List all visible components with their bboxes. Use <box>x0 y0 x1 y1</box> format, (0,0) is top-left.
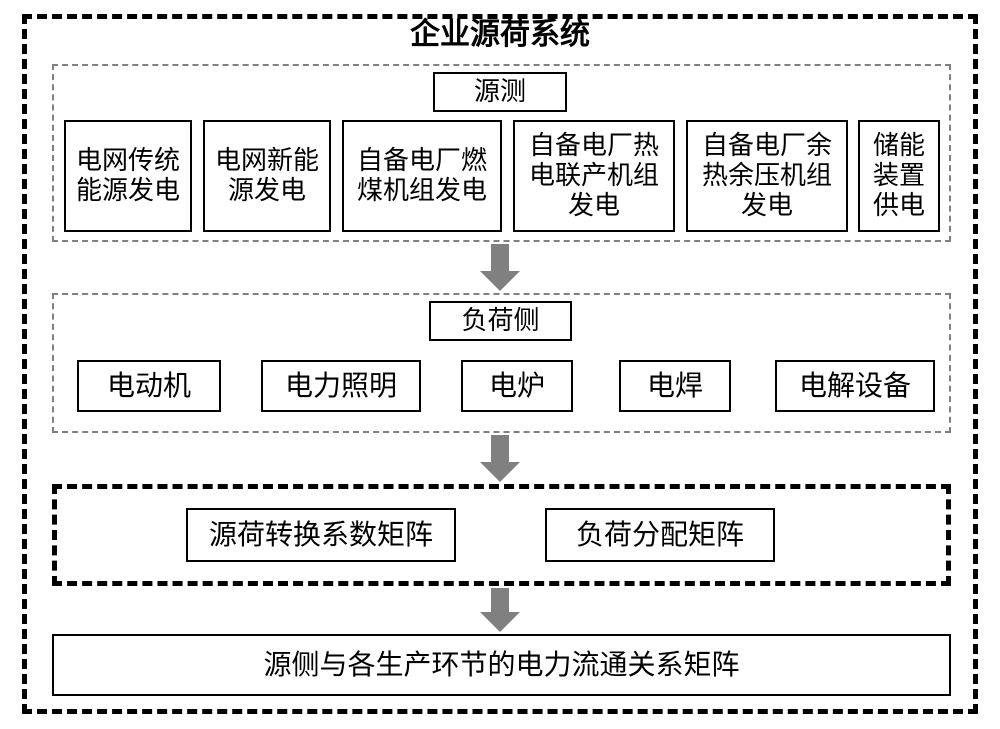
source-item-label: 储能装置供电 <box>864 131 934 221</box>
load-item: 电动机 <box>77 360 221 412</box>
result-box: 源侧与各生产环节的电力流通关系矩阵 <box>52 634 951 696</box>
source-item: 自备电厂余热余压机组发电 <box>686 120 848 232</box>
source-item-label: 电网传统能源发电 <box>70 146 186 206</box>
load-item-label: 电炉 <box>489 370 545 402</box>
load-item-label: 电焊 <box>647 370 703 402</box>
source-item: 电网新能源发电 <box>203 120 331 232</box>
matrix-item-label: 负荷分配矩阵 <box>576 519 744 551</box>
source-item: 自备电厂燃煤机组发电 <box>342 120 502 232</box>
matrix-item: 源荷转换系数矩阵 <box>186 508 456 562</box>
source-item-label: 电网新能源发电 <box>209 146 325 206</box>
source-item-label: 自备电厂燃煤机组发电 <box>348 146 496 206</box>
matrix-item: 负荷分配矩阵 <box>545 508 775 562</box>
load-item: 电焊 <box>619 360 731 412</box>
load-item: 电解设备 <box>775 360 935 412</box>
load-item-label: 电解设备 <box>799 370 911 402</box>
load-item-label: 电力照明 <box>285 370 397 402</box>
diagram-title-text: 企业源荷系统 <box>410 18 590 51</box>
source-item: 电网传统能源发电 <box>64 120 192 232</box>
load-header-box: 负荷侧 <box>429 301 572 341</box>
source-header-label: 源测 <box>474 77 526 107</box>
source-item: 储能装置供电 <box>858 120 940 232</box>
source-item: 自备电厂热电联产机组发电 <box>513 120 675 232</box>
source-item-label: 自备电厂余热余压机组发电 <box>692 131 842 221</box>
diagram-title: 企业源荷系统 <box>0 18 1000 53</box>
matrix-item-label: 源荷转换系数矩阵 <box>209 519 433 551</box>
source-header-box: 源测 <box>433 72 567 112</box>
load-item: 电炉 <box>461 360 573 412</box>
load-item: 电力照明 <box>261 360 421 412</box>
result-label: 源侧与各生产环节的电力流通关系矩阵 <box>263 649 739 681</box>
load-item-label: 电动机 <box>107 370 191 402</box>
load-header-label: 负荷侧 <box>461 306 539 336</box>
diagram-canvas: 企业源荷系统 源测 电网传统能源发电 电网新能源发电 自备电厂燃煤机组发电 自备… <box>0 0 1000 729</box>
source-item-label: 自备电厂热电联产机组发电 <box>519 131 669 221</box>
